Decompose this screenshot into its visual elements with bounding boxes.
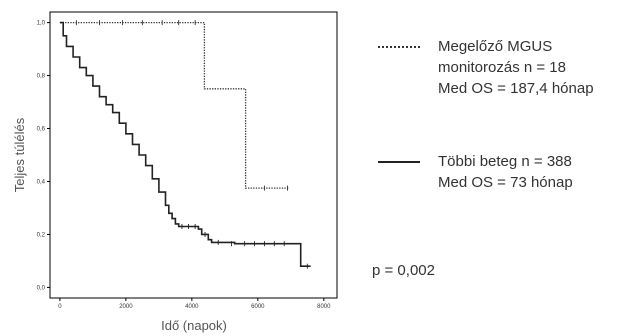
y-tick-label: 0,2	[37, 232, 46, 238]
p-value: p = 0,002	[372, 262, 435, 279]
legend-mgus-line2: monitorozás n = 18	[438, 59, 566, 76]
x-tick-label: 6000	[251, 304, 265, 310]
others-survival-curve	[59, 21, 311, 267]
y-tick-label: 0,8	[37, 74, 46, 80]
legend-dotted-swatch	[378, 46, 420, 48]
legend-mgus-line1: Megelőző MGUS	[438, 38, 553, 55]
legend-mgus-line3: Med OS = 187,4 hónap	[438, 80, 594, 97]
x-tick-label: 0	[58, 304, 62, 310]
y-tick-label: 1,0	[37, 21, 46, 27]
x-tick-label: 4000	[185, 304, 199, 310]
y-tick-label: 0,4	[37, 179, 46, 185]
legend-others-line1: Többi beteg n = 388	[438, 153, 572, 170]
y-tick-label: 0,0	[37, 285, 46, 291]
survival-chart: 0,0 0,2 0,4 0,6 0,8 1,0 0 2000 4000 6000 8000 Telj…	[12, 11, 338, 333]
x-tick-label: 8000	[317, 304, 331, 310]
mgus-survival-curve	[59, 21, 290, 189]
x-tick-label: 2000	[119, 304, 133, 310]
legend-others-line2: Med OS = 73 hónap	[438, 174, 573, 191]
legend-solid-swatch	[378, 161, 420, 163]
y-axis-label: Teljes túlélés	[12, 117, 27, 192]
legend-mgus: Megelőző MGUS monitorozás n = 18 Med OS …	[378, 36, 594, 99]
y-tick-label: 0,6	[37, 127, 46, 133]
plot-layer: 0,0 0,2 0,4 0,6 0,8 1,0 0 2000 4000 6000 8000	[37, 20, 331, 310]
plot-frame	[49, 11, 338, 299]
x-axis-label: Idő (napok)	[161, 318, 227, 333]
legend-others: Többi beteg n = 388 Med OS = 73 hónap	[378, 151, 573, 193]
